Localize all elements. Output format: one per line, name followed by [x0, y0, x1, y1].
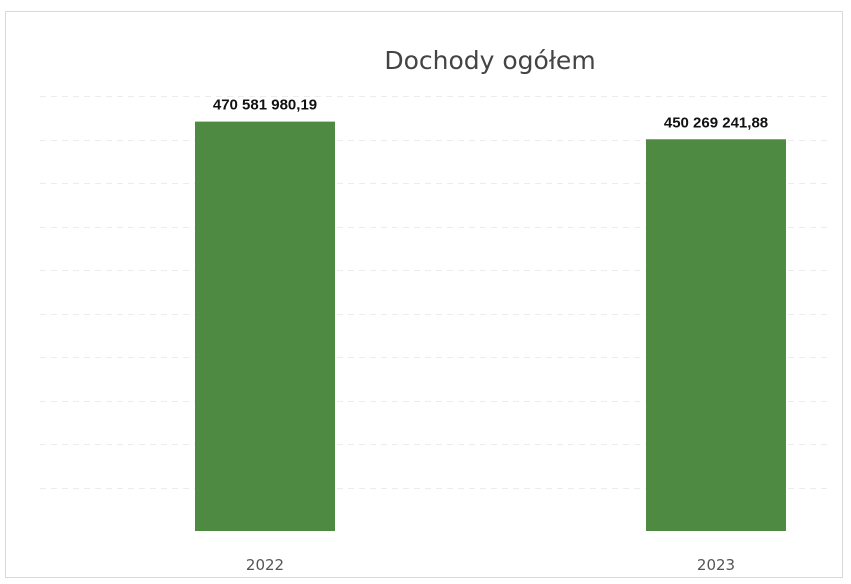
data-labels: 470 581 980,19 450 269 241,88 [213, 97, 768, 132]
x-axis-tick-labels: 2022 2023 [246, 556, 735, 574]
x-tick-label-2022: 2022 [246, 556, 284, 574]
chart-title: Dochody ogółem [384, 46, 595, 75]
data-label-2023: 450 269 241,88 [664, 114, 768, 131]
data-label-2022: 470 581 980,19 [213, 97, 317, 114]
bars [195, 121, 786, 532]
x-tick-label-2023: 2023 [697, 556, 735, 574]
bar-2022 [195, 121, 335, 531]
bar-2023 [646, 139, 786, 532]
